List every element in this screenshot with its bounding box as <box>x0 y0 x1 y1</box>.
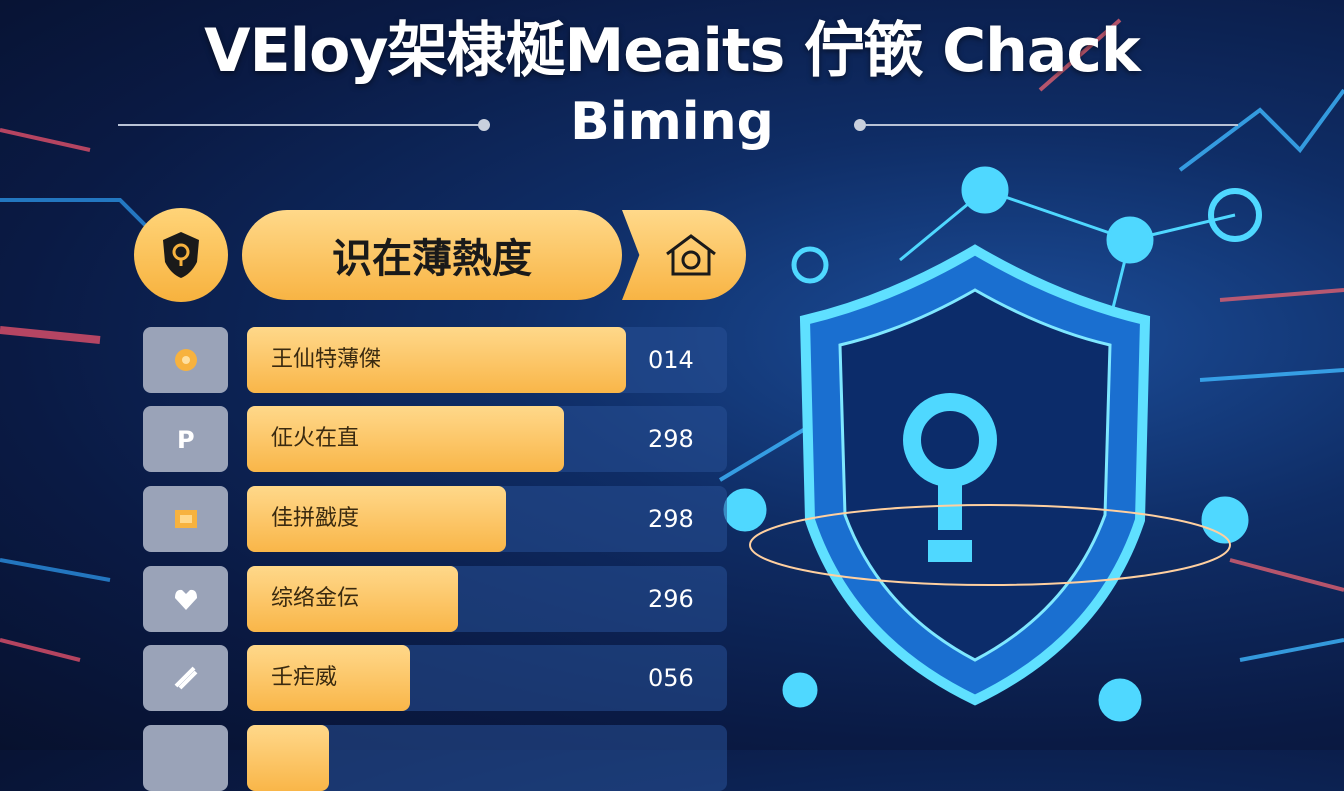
svg-text:P: P <box>177 426 195 453</box>
list-item[interactable]: P 佂火在直 298 <box>143 406 728 472</box>
progress-fill <box>247 645 411 711</box>
divider-dot <box>854 119 866 131</box>
card-icon <box>174 510 197 528</box>
misc-icon <box>172 744 200 772</box>
row-icon-box <box>143 327 228 393</box>
list-item[interactable] <box>143 725 728 791</box>
divider-left <box>118 124 480 126</box>
row-label: 综络金伝 <box>271 586 360 611</box>
row-icon-box <box>143 566 228 632</box>
progress-fill <box>247 327 627 393</box>
row-label: 佳拼戤度 <box>271 506 360 531</box>
page-subtitle: Biming <box>570 92 774 152</box>
row-icon-box: P <box>143 406 228 472</box>
coin-icon <box>174 349 197 371</box>
heart-icon <box>174 589 197 610</box>
shield-pin-icon <box>163 232 199 278</box>
background-graphic <box>0 18 1344 722</box>
home-button[interactable] <box>622 210 746 300</box>
divider-right <box>866 124 1238 126</box>
row-value: 296 <box>648 585 694 613</box>
shield-pin-button[interactable] <box>134 208 228 302</box>
row-label: 王仙特薄傑 <box>271 347 382 372</box>
list-item[interactable]: 综络金伝 296 <box>143 566 728 632</box>
row-icon-box <box>143 645 228 711</box>
progress-fill <box>247 725 329 791</box>
list-item[interactable]: 壬疟威 056 <box>143 645 728 711</box>
divider-dot <box>478 119 490 131</box>
progress-fill <box>247 406 564 472</box>
list-item[interactable]: 佳拼戤度 298 <box>143 486 728 552</box>
row-value: 014 <box>648 346 694 374</box>
progress-fill <box>247 486 507 552</box>
row-icon-box <box>143 725 228 791</box>
row-label: 佂火在直 <box>271 426 360 451</box>
row-icon-box <box>143 486 228 552</box>
p-icon: P <box>177 426 195 453</box>
progress-fill <box>247 566 459 632</box>
page-title: VEloy架棣梴Meaits 佇篏 Chack <box>204 16 1141 86</box>
tools-icon <box>174 666 197 690</box>
panel-title-pill[interactable]: 识在薄熱度 <box>242 210 622 300</box>
home-icon <box>666 234 716 276</box>
shield-graphic <box>749 244 1231 706</box>
row-value: 056 <box>648 664 694 692</box>
row-value: 298 <box>648 425 694 453</box>
list-item[interactable]: 王仙特薄傑 014 <box>143 327 728 393</box>
row-value: 298 <box>648 505 694 533</box>
row-label: 壬疟威 <box>271 665 338 690</box>
